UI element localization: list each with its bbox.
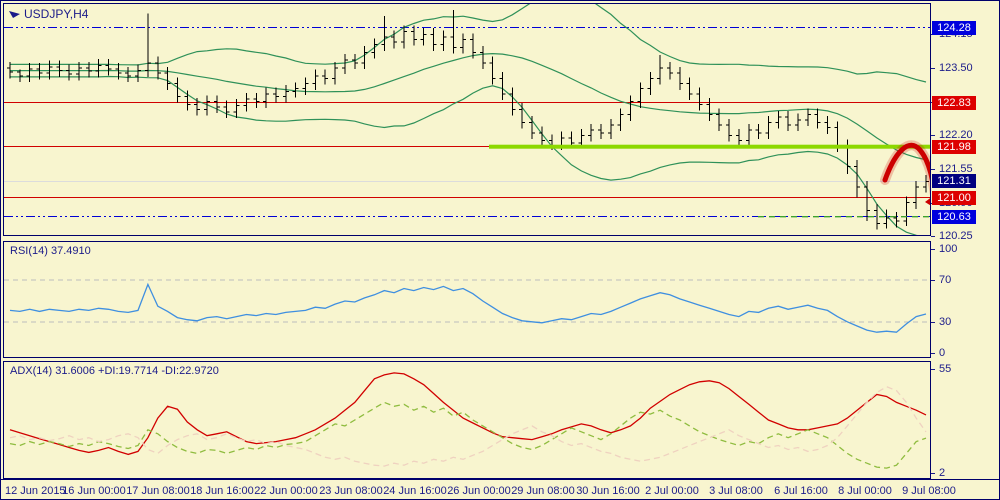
price-axis-tick-121.55: 121.55	[931, 162, 973, 176]
tick-mark	[931, 279, 935, 281]
time-axis-label: 22 Jun 00:00	[254, 485, 318, 497]
tick-mark	[931, 472, 935, 474]
symbol-marker-icon	[9, 11, 20, 18]
time-axis-label: 29 Jun 08:00	[511, 485, 575, 497]
time-axis-label: 6 Jul 16:00	[774, 485, 828, 497]
symbol-timeframe-label: USDJPY,H4	[24, 7, 89, 21]
price-chart-panel[interactable]: USDJPY,H4	[3, 3, 931, 236]
time-axis-label: 30 Jun 16:00	[576, 485, 640, 497]
adx-series-minusDI	[9, 385, 927, 467]
down-arrow-annotation-head[interactable]	[925, 193, 930, 210]
tick-mark	[931, 134, 935, 136]
time-axis[interactable]: 12 Jun 2015 16 Jun 00:00 17 Jun 08:00 18 Ju…	[1, 479, 999, 499]
price-chart-plot[interactable]	[4, 4, 930, 235]
price-axis-tick-123.5: 123.50	[931, 61, 973, 75]
adx-indicator-panel[interactable]: ADX(14) 31.6006 +DI:19.7714 -DI:22.9720	[3, 361, 931, 479]
rsi-axis-tick-30: 30	[931, 315, 951, 329]
time-axis-label: 18 Jun 16:00	[190, 485, 254, 497]
bollinger-lower	[10, 75, 918, 235]
rsi-line	[9, 282, 927, 333]
price-badge-124.28: 124.28	[932, 21, 976, 35]
down-arrow-annotation[interactable]	[882, 142, 930, 202]
adx-indicator-label: ADX(14) 31.6006 +DI:19.7714 -DI:22.9720	[10, 365, 219, 377]
price-badge-120.63: 120.63	[932, 210, 976, 224]
adx-series-ADX	[9, 372, 927, 456]
tick-mark	[931, 368, 935, 370]
time-axis-label: 12 Jun 2015	[5, 485, 66, 497]
price-badge-121.98: 121.98	[932, 140, 976, 154]
price-axis-tick-120.25: 120.25	[931, 229, 973, 243]
bollinger-upper	[10, 4, 927, 83]
time-axis-label: 16 Jun 00:00	[62, 485, 126, 497]
tick-mark	[931, 67, 935, 69]
tick-mark	[931, 321, 935, 323]
price-badge-121.31: 121.31	[932, 174, 976, 188]
time-axis-label: 17 Jun 08:00	[126, 485, 190, 497]
time-axis-label: 23 Jun 08:00	[319, 485, 383, 497]
price-axis-tick-122.2: 122.20	[931, 128, 973, 142]
rsi-axis-tick-70: 70	[931, 273, 951, 287]
rsi-indicator-panel[interactable]: RSI(14) 37.4910	[3, 241, 931, 358]
rsi-indicator-label: RSI(14) 37.4910	[10, 245, 91, 257]
time-axis-label: 3 Jul 08:00	[709, 485, 763, 497]
price-bars	[7, 10, 929, 230]
rsi-plot[interactable]	[4, 242, 930, 357]
time-axis-label: 26 Jun 00:00	[447, 485, 511, 497]
resistance-highlight-line[interactable]	[489, 144, 930, 149]
price-badge-122.83: 122.83	[932, 96, 976, 110]
price-axis-column: 124.15123.50122.85122.20121.55120.90120.…	[931, 1, 999, 480]
price-badge-121.00: 121.00	[932, 191, 976, 205]
tick-mark	[931, 168, 935, 170]
tick-mark	[931, 248, 935, 250]
bollinger-middle	[10, 52, 927, 161]
tick-mark	[931, 235, 935, 237]
time-axis-label: 2 Jul 00:00	[645, 485, 699, 497]
time-axis-label: 24 Jun 16:00	[383, 485, 447, 497]
tick-mark	[931, 352, 935, 354]
adx-axis-tick-55: 55	[931, 362, 951, 376]
time-axis-label: 8 Jul 00:00	[838, 485, 892, 497]
adx-series-plusDI	[9, 401, 927, 469]
adx-plot[interactable]	[4, 362, 930, 478]
time-axis-label: 9 Jul 08:00	[902, 485, 956, 497]
rsi-axis-tick-100: 100	[931, 242, 957, 256]
adx-axis-tick-2: 2	[931, 466, 945, 480]
rsi-axis-tick-0: 0	[931, 346, 945, 360]
